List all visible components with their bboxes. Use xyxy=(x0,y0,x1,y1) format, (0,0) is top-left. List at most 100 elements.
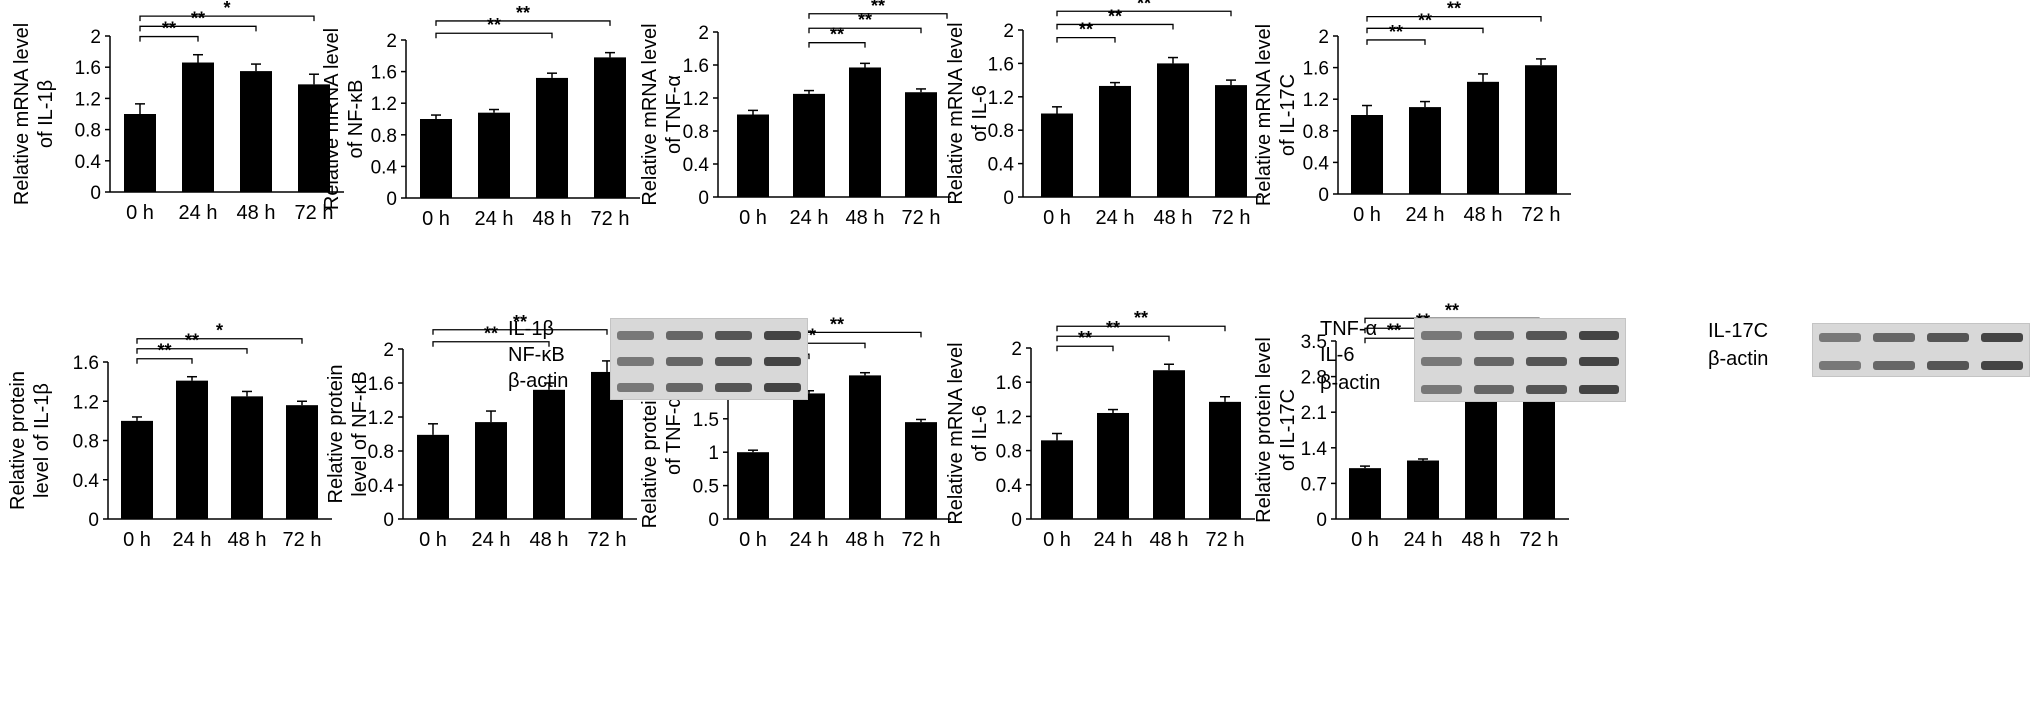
blot-2-image xyxy=(1414,318,1626,402)
blot-3-image xyxy=(1812,323,2030,377)
x-tick-label: 0 h xyxy=(1043,207,1071,229)
bar xyxy=(124,114,156,192)
y-tick-label: 1.6 xyxy=(371,63,397,84)
bar xyxy=(1097,412,1129,519)
significance-bracket xyxy=(1056,345,1114,352)
significance-bracket xyxy=(136,358,193,364)
y-tick-label: 0 xyxy=(1011,510,1022,531)
y-tick-label: 1 xyxy=(708,443,719,464)
bar xyxy=(176,380,208,519)
chart-protein-nfkb: 0 0.4 0.8 1.2 1.6 2 Relative protein level of N… xyxy=(325,312,637,551)
x-tick-label: 48 h xyxy=(1464,204,1503,226)
significance-label: ** xyxy=(1106,318,1120,338)
significance-bracket xyxy=(1056,325,1226,332)
x-tick-label: 72 h xyxy=(1212,207,1251,229)
blot-1-image xyxy=(610,318,808,400)
y-axis-label: Relative mRNA level xyxy=(945,342,967,524)
blot-band xyxy=(1578,385,1619,394)
blot-label: β-actin xyxy=(508,370,569,392)
x-tick-label: 0 h xyxy=(739,529,767,551)
x-tick-label: 72 h xyxy=(902,529,941,551)
x-tick-label: 72 h xyxy=(283,529,322,551)
x-tick-label: 48 h xyxy=(530,529,569,551)
y-axis-label: of IL-6 xyxy=(969,405,991,462)
y-tick-label: 0.4 xyxy=(75,152,102,173)
y-tick-label: 0.4 xyxy=(73,471,100,492)
blot-band xyxy=(1578,331,1619,340)
bar xyxy=(1407,460,1439,519)
blot-band xyxy=(1473,385,1514,394)
blot-band xyxy=(1927,333,1969,342)
x-tick-label: 24 h xyxy=(173,529,212,551)
y-tick-label: 0.8 xyxy=(368,442,394,463)
blot-band xyxy=(715,331,752,340)
bar xyxy=(1153,370,1185,519)
y-tick-label: 2 xyxy=(1011,339,1022,360)
y-axis-label: of IL-17C xyxy=(1277,389,1299,471)
significance-bracket xyxy=(432,341,550,347)
y-tick-label: 0.8 xyxy=(996,442,1022,463)
y-tick-label: 1.6 xyxy=(73,353,99,374)
y-tick-label: 1.4 xyxy=(1301,439,1328,460)
significance-bracket xyxy=(136,348,248,354)
y-tick-label: 2 xyxy=(386,31,397,52)
bar xyxy=(793,93,825,197)
y-tick-label: 1.6 xyxy=(1303,59,1329,80)
bar xyxy=(1465,394,1497,519)
bar xyxy=(1351,115,1383,194)
chart-mrna-il6: 0 0.4 0.8 1.2 1.6 2 Relative mRNA level of IL-6… xyxy=(945,0,1261,229)
y-axis-label: of IL-1β xyxy=(35,80,57,148)
y-tick-label: 0 xyxy=(386,189,397,210)
y-axis-label: level of IL-1β xyxy=(31,383,53,498)
y-tick-label: 0.8 xyxy=(683,122,709,143)
blot-band xyxy=(1981,333,2023,342)
bar xyxy=(240,71,272,192)
x-tick-label: 48 h xyxy=(1462,529,1501,551)
y-tick-label: 0 xyxy=(90,183,101,204)
x-tick-label: 24 h xyxy=(1404,529,1443,551)
y-axis-label: Relative mRNA level xyxy=(11,23,33,205)
x-tick-label: 24 h xyxy=(1406,204,1445,226)
bar xyxy=(905,422,937,519)
x-tick-label: 48 h xyxy=(228,529,267,551)
significance-label: ** xyxy=(157,341,171,361)
x-tick-label: 0 h xyxy=(422,208,450,230)
significance-label: ** xyxy=(1078,328,1092,348)
bar xyxy=(737,114,769,197)
significance-label: ** xyxy=(191,8,205,28)
significance-bracket xyxy=(432,329,608,335)
y-tick-label: 2.8 xyxy=(1301,368,1327,389)
significance-label: ** xyxy=(516,3,530,23)
y-tick-label: 0.8 xyxy=(75,121,101,142)
significance-bracket xyxy=(139,15,315,22)
blot-band xyxy=(666,357,703,366)
chart-protein-il1b: 0 0.4 0.8 1.2 1.6 Relative protein level of IL… xyxy=(7,321,332,551)
significance-label: ** xyxy=(1108,6,1122,26)
x-tick-label: 72 h xyxy=(1520,529,1559,551)
y-axis-label: Relative mRNA level xyxy=(321,28,343,210)
y-tick-label: 0.8 xyxy=(1303,122,1329,143)
y-tick-label: 2 xyxy=(1318,27,1329,48)
significance-bracket xyxy=(1056,23,1174,30)
bar xyxy=(793,393,825,519)
significance-label: ** xyxy=(858,10,872,30)
significance-label: ** xyxy=(1387,320,1401,340)
blot-label: β-actin xyxy=(1320,372,1381,394)
x-tick-label: 0 h xyxy=(739,207,767,229)
x-tick-label: 48 h xyxy=(1150,529,1189,551)
y-axis-label: of TNF-α xyxy=(663,396,685,475)
y-axis-label: of TNF-α xyxy=(663,75,685,154)
y-tick-label: 1.2 xyxy=(371,94,397,115)
y-tick-label: 1.6 xyxy=(988,54,1014,75)
blot-band xyxy=(1873,361,1915,370)
blot-band xyxy=(617,383,654,392)
blot-band xyxy=(764,383,801,392)
y-tick-label: 0.4 xyxy=(988,155,1015,176)
significance-label: ** xyxy=(162,19,176,39)
blot-band xyxy=(1421,385,1462,394)
bar xyxy=(594,57,626,198)
y-tick-label: 0 xyxy=(88,510,99,531)
y-tick-label: 0 xyxy=(698,188,709,209)
y-tick-label: 2.1 xyxy=(1301,403,1327,424)
